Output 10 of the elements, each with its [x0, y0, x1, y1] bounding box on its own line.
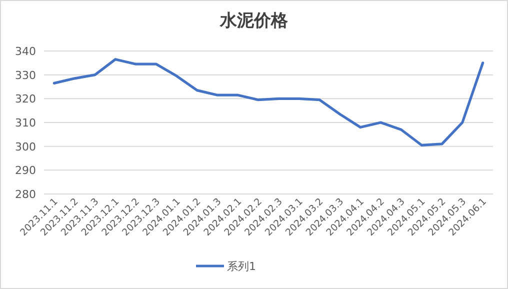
y-tick-label: 310 [15, 116, 36, 130]
y-tick-label: 300 [15, 140, 36, 154]
y-tick-label: 320 [15, 92, 36, 106]
y-tick-label: 330 [15, 68, 36, 82]
line-series [52, 58, 484, 146]
y-tick-label: 290 [15, 164, 36, 178]
legend-label: 系列1 [227, 260, 256, 273]
y-tick-label: 280 [15, 188, 36, 201]
y-tick-label: 340 [15, 45, 36, 58]
chart-title: 水泥价格 [219, 11, 289, 31]
